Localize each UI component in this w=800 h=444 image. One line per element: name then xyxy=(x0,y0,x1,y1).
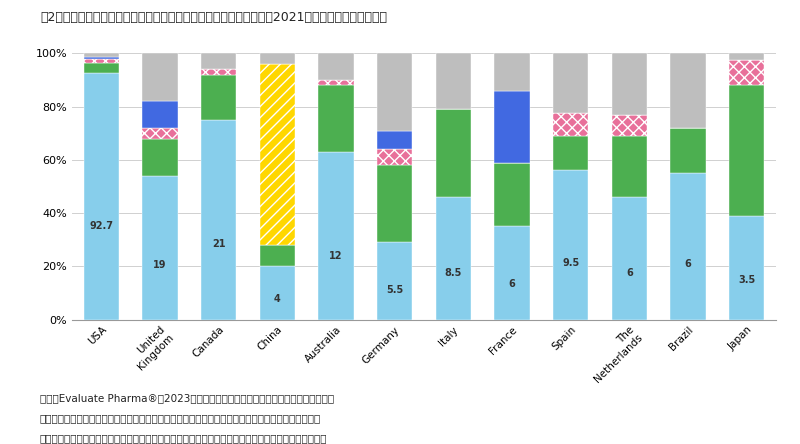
Bar xyxy=(670,53,706,128)
Bar xyxy=(318,152,354,320)
Bar xyxy=(377,242,412,320)
Text: 19: 19 xyxy=(154,260,166,270)
Bar xyxy=(729,53,764,60)
Bar xyxy=(612,197,647,320)
Bar xyxy=(494,91,530,163)
Text: 注１：１つの臨床試験に複数のスポンサーが存在している場合には、スポンサー数で除して集計した: 注１：１つの臨床試験に複数のスポンサーが存在している場合には、スポンサー数で除し… xyxy=(40,413,322,423)
Bar xyxy=(436,109,471,197)
Text: 図2　遺伝子治療の各臨床試験実施国に占めるスポンサー国籍割合（2021年１月１日以降に開始）: 図2 遺伝子治療の各臨床試験実施国に占めるスポンサー国籍割合（2021年１月１日… xyxy=(40,11,387,24)
Bar xyxy=(84,57,119,59)
Bar xyxy=(436,53,471,109)
Bar xyxy=(377,131,412,149)
Text: 5.5: 5.5 xyxy=(386,285,403,295)
Bar xyxy=(201,120,236,320)
Text: 12: 12 xyxy=(330,251,342,261)
Bar xyxy=(318,85,354,152)
Text: 6: 6 xyxy=(626,268,633,278)
Text: 9.5: 9.5 xyxy=(562,258,579,268)
Bar xyxy=(494,163,530,226)
Text: 3.5: 3.5 xyxy=(738,275,755,285)
Bar xyxy=(84,53,119,57)
Bar xyxy=(142,176,178,320)
Bar xyxy=(318,80,354,85)
Bar xyxy=(377,165,412,242)
Bar xyxy=(729,60,764,85)
Text: 6: 6 xyxy=(685,259,691,269)
Bar xyxy=(494,53,530,91)
Bar xyxy=(729,216,764,320)
Bar xyxy=(494,226,530,320)
Bar xyxy=(260,64,295,245)
Bar xyxy=(142,139,178,176)
Bar xyxy=(84,73,119,320)
Bar xyxy=(318,53,354,80)
Text: 4: 4 xyxy=(274,294,281,305)
Bar xyxy=(377,149,412,165)
Bar xyxy=(201,69,236,75)
Bar xyxy=(142,53,178,101)
Bar xyxy=(142,128,178,139)
Text: 21: 21 xyxy=(212,239,226,249)
Bar xyxy=(553,170,588,320)
Bar xyxy=(260,245,295,266)
Bar xyxy=(436,197,471,320)
Bar xyxy=(142,101,178,128)
Bar xyxy=(553,113,588,136)
Bar xyxy=(612,53,647,115)
Bar xyxy=(553,136,588,170)
Bar xyxy=(729,85,764,216)
Text: 6: 6 xyxy=(509,279,515,289)
Text: 出所：Evaluate Pharma®（2023年９月時点）をもとに医薬産業政策研究所にて作成: 出所：Evaluate Pharma®（2023年９月時点）をもとに医薬産業政策… xyxy=(40,393,334,403)
Bar xyxy=(377,53,412,131)
Bar xyxy=(260,53,295,64)
Bar xyxy=(670,173,706,320)
Bar xyxy=(612,136,647,197)
Bar xyxy=(84,59,119,63)
Bar xyxy=(260,266,295,320)
Bar xyxy=(201,75,236,120)
Bar xyxy=(201,53,236,69)
Text: 注２：図中の数値は、米国の企業等がスポンサーとなっている臨床試験のプロトコール数を示している: 注２：図中の数値は、米国の企業等がスポンサーとなっている臨床試験のプロトコール数… xyxy=(40,433,327,443)
Text: 8.5: 8.5 xyxy=(445,268,462,278)
Text: 92.7: 92.7 xyxy=(90,221,114,231)
Bar xyxy=(612,115,647,136)
Bar xyxy=(670,128,706,173)
Bar xyxy=(84,63,119,73)
Bar xyxy=(553,53,588,113)
